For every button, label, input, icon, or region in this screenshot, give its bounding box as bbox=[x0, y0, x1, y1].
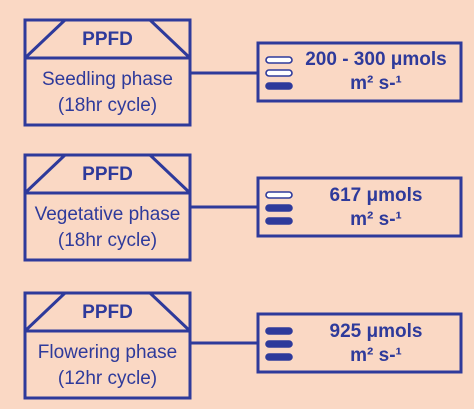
level-bar bbox=[265, 191, 293, 199]
value-box bbox=[256, 312, 463, 374]
level-bar bbox=[265, 353, 293, 361]
header-diagonal-right bbox=[148, 18, 192, 60]
row-seedling bbox=[23, 18, 463, 127]
cycle-label: (12hr cycle) bbox=[57, 368, 158, 389]
ppfd-unit: m² s-¹ bbox=[350, 209, 402, 230]
phase-box bbox=[23, 291, 192, 400]
ppfd-header: PPFD bbox=[82, 164, 133, 185]
ppfd-value: 200 - 300 μmols bbox=[305, 49, 447, 70]
phase-label: Flowering phase bbox=[37, 342, 178, 363]
header-diagonal-right bbox=[148, 291, 192, 333]
level-bar bbox=[265, 217, 293, 225]
ppfd-header: PPFD bbox=[82, 302, 133, 323]
level-bar bbox=[265, 340, 293, 348]
level-bar bbox=[265, 56, 293, 64]
header-diagonal-left bbox=[23, 291, 67, 333]
ppfd-header: PPFD bbox=[82, 29, 133, 50]
ppfd-unit: m² s-¹ bbox=[350, 345, 402, 366]
level-bar bbox=[265, 204, 293, 212]
ppfd-unit: m² s-¹ bbox=[350, 73, 402, 94]
header-diagonal-left bbox=[23, 18, 67, 60]
ppfd-value: 617 μmols bbox=[329, 185, 423, 206]
phase-label: Seedling phase bbox=[42, 69, 173, 90]
header-diagonal-right bbox=[148, 153, 192, 195]
level-bar bbox=[265, 82, 293, 90]
row-flowering bbox=[23, 291, 463, 400]
cycle-label: (18hr cycle) bbox=[57, 230, 158, 251]
row-vegetative bbox=[23, 153, 463, 262]
phase-label: Vegetative phase bbox=[34, 204, 181, 225]
header-diagonal-left bbox=[23, 153, 67, 195]
value-box bbox=[256, 41, 463, 103]
level-bar bbox=[265, 327, 293, 335]
cycle-label: (18hr cycle) bbox=[57, 95, 158, 116]
value-box bbox=[256, 176, 463, 238]
ppfd-value: 925 μmols bbox=[329, 321, 423, 342]
level-bar bbox=[265, 69, 293, 77]
